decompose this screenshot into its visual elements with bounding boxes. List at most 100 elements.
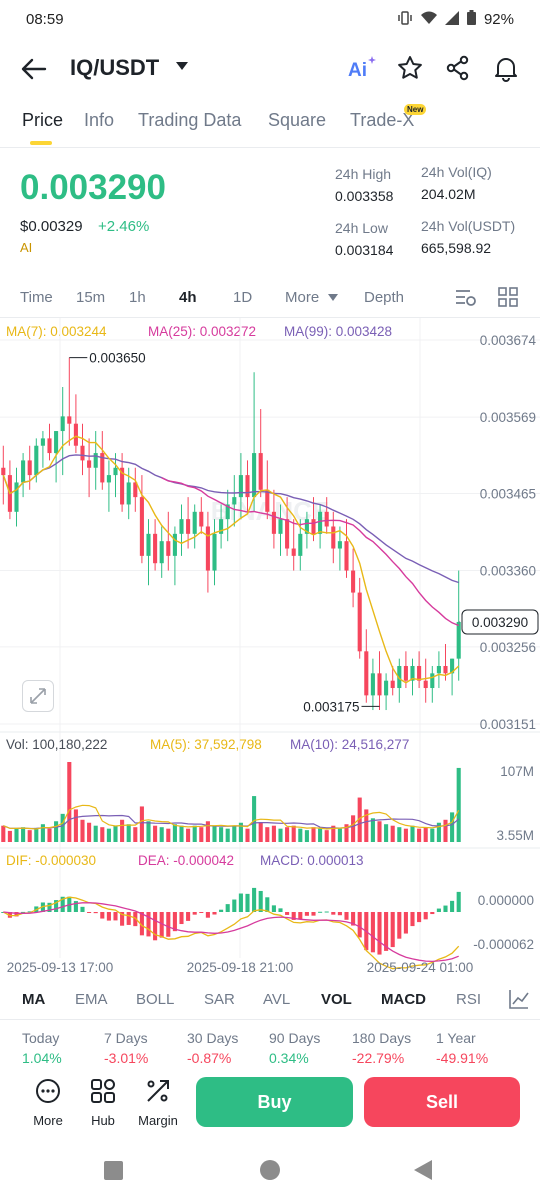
interval-1h[interactable]: 1h: [129, 289, 146, 306]
fullscreen-button[interactable]: [22, 680, 54, 712]
ai-button[interactable]: Ai: [346, 54, 376, 84]
pair-title[interactable]: IQ/USDT: [70, 55, 160, 80]
sell-button[interactable]: Sell: [364, 1077, 520, 1127]
candle-body: [100, 453, 105, 483]
tab-square[interactable]: Square: [268, 110, 327, 130]
macd-histogram-bar: [456, 891, 461, 912]
price-change: +2.46%: [98, 218, 150, 235]
indicator-ma[interactable]: MA: [22, 991, 46, 1008]
volume-bar: [199, 827, 204, 842]
volume-bar: [410, 825, 415, 842]
back-button[interactable]: [20, 56, 50, 82]
candle-body: [199, 511, 204, 527]
candle-body: [384, 680, 389, 696]
volume-bar: [344, 824, 349, 842]
candle-body: [436, 665, 441, 674]
tab-trade-x[interactable]: Trade-X: [350, 110, 415, 130]
tab-price[interactable]: Price: [22, 110, 64, 130]
interval-depth[interactable]: Depth: [364, 289, 405, 306]
indicator-sar[interactable]: SAR: [204, 991, 235, 1008]
volume-bar: [298, 828, 303, 842]
macd-histogram-bar: [14, 912, 19, 917]
performance-label: Today: [22, 1030, 60, 1046]
ai-tag[interactable]: AI: [20, 240, 33, 255]
indicator-vol[interactable]: VOL: [321, 991, 352, 1008]
macd-histogram-bar: [21, 911, 26, 913]
macd-histogram-bar: [205, 912, 210, 918]
indicator-avl[interactable]: AVL: [263, 991, 291, 1008]
candlestick-chart[interactable]: 0.003674 0.003569 0.003465 0.003360 0.003256…: [0, 318, 540, 978]
performance-label: 30 Days: [187, 1030, 239, 1046]
macd-histogram-bar: [410, 912, 415, 927]
performance-value: 1.04%: [22, 1050, 62, 1066]
volume-bar: [166, 828, 171, 842]
interval-more[interactable]: More: [285, 289, 320, 306]
interval-15m[interactable]: 15m: [76, 289, 106, 306]
pair-dropdown-icon[interactable]: [176, 62, 188, 70]
back-nav-icon[interactable]: [414, 1160, 432, 1180]
candle-body: [179, 519, 184, 534]
interval-1d[interactable]: 1D: [233, 289, 253, 306]
macd-histogram-bar: [331, 912, 336, 915]
buy-button[interactable]: Buy: [196, 1077, 353, 1127]
alert-button[interactable]: [492, 54, 522, 84]
macd-histogram-bar: [172, 912, 177, 932]
macd-histogram-bar: [225, 904, 230, 912]
last-price: 0.003290: [20, 168, 166, 207]
tab-info[interactable]: Info: [84, 110, 115, 130]
volume-bar: [456, 767, 461, 842]
macd-histogram-bar: [139, 912, 144, 936]
candle-body: [344, 541, 349, 571]
candle-body: [410, 665, 415, 681]
volume-bar: [324, 830, 329, 842]
macd-histogram-bar: [27, 911, 32, 913]
volume-bar: [219, 827, 224, 842]
macd-histogram-bar: [377, 912, 382, 955]
macd-histogram-bar: [47, 902, 52, 912]
volume-bar: [265, 827, 270, 842]
candle-body: [67, 416, 72, 424]
indicator-macd[interactable]: MACD: [381, 991, 426, 1008]
layout-grid-button[interactable]: [498, 287, 518, 312]
indicator-rsi[interactable]: RSI: [456, 991, 482, 1008]
hub-button[interactable]: Hub: [73, 1078, 133, 1128]
volume-bar: [331, 825, 336, 842]
recents-nav-icon[interactable]: [104, 1161, 123, 1180]
macd-histogram-bar: [436, 908, 441, 912]
price-axis-label: 0.003256: [480, 640, 536, 655]
candle-body: [205, 526, 210, 571]
ma25-line: [161, 477, 459, 627]
price-axis-label: 0.003360: [480, 564, 536, 579]
interval-4h[interactable]: 4h: [179, 289, 197, 306]
margin-button[interactable]: Margin: [128, 1078, 188, 1128]
volume-bar: [384, 824, 389, 842]
candle-body: [370, 673, 375, 696]
macd-histogram-bar: [87, 912, 92, 913]
volume-bar: [450, 812, 455, 842]
macd-histogram-bar: [265, 897, 270, 912]
home-nav-icon[interactable]: [260, 1160, 280, 1180]
volume-bar: [212, 825, 217, 842]
macd-histogram-bar: [120, 912, 125, 926]
macd-histogram-bar: [159, 912, 164, 938]
interval-time[interactable]: Time: [20, 289, 53, 306]
volume-bar: [430, 828, 435, 842]
macd-histogram-bar: [304, 912, 309, 916]
favorite-button[interactable]: [396, 54, 426, 84]
ma7-line: [2, 435, 460, 684]
candle-body: [153, 533, 158, 564]
share-button[interactable]: [444, 54, 474, 84]
candle-body: [450, 658, 455, 674]
indicator-settings-button[interactable]: [508, 988, 530, 1015]
volume-bar: [146, 821, 151, 842]
volume-bar: [7, 830, 12, 842]
macd-histogram-bar: [179, 912, 184, 925]
tab-trading-data[interactable]: Trading Data: [138, 110, 242, 130]
volume-bar: [40, 824, 45, 842]
indicator-ema[interactable]: EMA: [75, 991, 108, 1008]
wifi-icon: [420, 11, 437, 29]
indicator-bar: [0, 980, 540, 1020]
chart-settings-button[interactable]: [455, 288, 477, 313]
more-button[interactable]: More: [18, 1078, 78, 1128]
indicator-boll[interactable]: BOLL: [136, 991, 175, 1008]
